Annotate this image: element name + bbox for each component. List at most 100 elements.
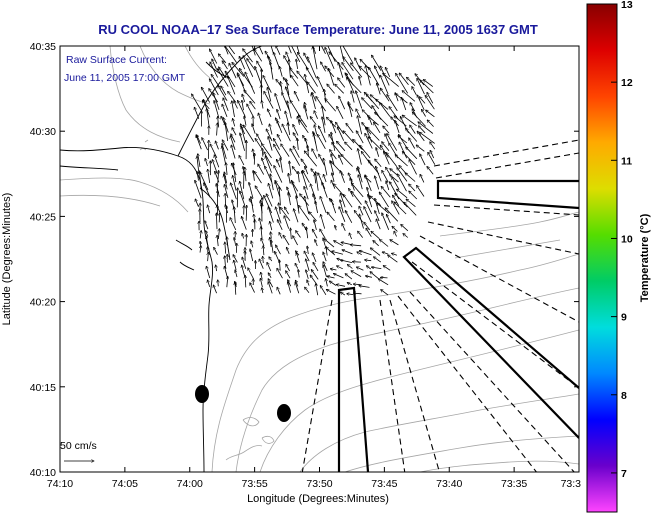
current-vector [330,269,337,270]
current-vector [304,251,310,262]
current-vector [382,213,390,230]
y-tick-label: 40:25 [30,211,56,223]
current-vector [226,163,227,175]
current-vector [250,283,255,293]
current-vector [282,124,291,142]
current-vector [314,133,318,152]
y-tick-label: 40:10 [30,467,56,479]
current-vector [250,101,256,110]
current-vector [340,260,353,263]
current-vector [357,116,363,135]
current-vector [287,101,292,119]
current-vector [233,255,238,263]
current-vector [307,57,317,79]
current-vector [350,245,362,246]
current-vector [288,192,291,206]
current-vector [312,253,317,263]
bathymetry-contours [60,46,579,472]
current-vector [307,280,310,286]
current-vector [409,160,417,175]
current-vector [326,278,328,287]
colorbar-tick-label: 11 [621,155,632,167]
current-vector [259,259,264,269]
current-vector [299,205,310,221]
current-vector [307,246,308,255]
current-vector [325,98,337,112]
current-vector [320,229,326,239]
current-vector [214,100,220,118]
current-vector [399,73,409,86]
current-vector [327,84,335,94]
current-vector [394,202,407,215]
current-vector [412,112,426,127]
current-vector [359,76,362,86]
current-vector [288,46,292,54]
current-vector [397,174,407,192]
current-vector [386,214,391,224]
current-vector [254,49,263,62]
current-vector [420,154,426,166]
current-vector [379,239,389,247]
current-vector [366,266,371,270]
current-vector [297,116,300,125]
current-vector [282,92,290,111]
current-vector [359,214,364,229]
current-vector [234,207,235,224]
x-axis-label: Longitude (Degrees:Minutes) [247,493,389,505]
current-vector [274,165,283,183]
current-vector [387,94,398,112]
current-vector [290,228,291,240]
current-vector [293,146,300,158]
annotation-line-1: Raw Surface Current: [66,54,167,66]
x-tick-label: 74:00 [177,478,203,490]
current-vector [402,115,417,127]
current-vector [397,167,408,182]
current-vector [298,269,299,278]
current-vector [342,223,346,231]
current-vector [264,195,273,214]
colorbar-ticks: 13 12 11 10 9 8 7 [611,0,633,480]
current-vector [322,117,326,133]
current-vector [319,154,325,166]
current-vector [262,100,263,109]
current-vector [249,182,254,199]
current-vector [306,67,318,87]
x-tick-label: 73:55 [241,478,267,490]
current-vector [365,175,372,192]
current-vector [388,255,398,263]
scale-label: 50 cm/s [60,440,97,452]
current-vector [368,160,380,175]
current-vector [378,279,389,286]
current-vector [229,63,237,79]
current-vector [315,201,318,214]
current-vector [200,246,201,253]
current-vector [245,275,246,288]
current-vector [404,202,417,216]
current-vector [232,101,235,118]
current-vector [233,118,236,127]
current-vector [365,133,373,149]
current-vector [279,203,281,214]
current-vector [194,107,200,119]
current-vector [284,207,289,215]
current-vector [386,152,398,167]
current-vector [339,96,346,110]
current-vector [267,262,272,272]
current-vector [356,91,363,109]
colorbar: 13 12 11 10 9 8 7 Temperature (°C) [586,0,651,513]
current-vector [351,91,355,103]
current-vector [419,97,426,104]
current-vector [396,189,408,199]
current-vector [247,59,256,71]
current-vector [293,236,298,246]
current-vector [307,82,316,94]
current-vector [307,145,308,157]
current-vector [343,194,353,208]
current-vector [331,132,336,151]
current-vector [280,81,283,93]
current-vector [261,238,265,247]
current-vector [253,170,254,181]
current-vector [288,173,291,184]
current-vector [304,151,318,167]
current-vector [233,163,237,183]
